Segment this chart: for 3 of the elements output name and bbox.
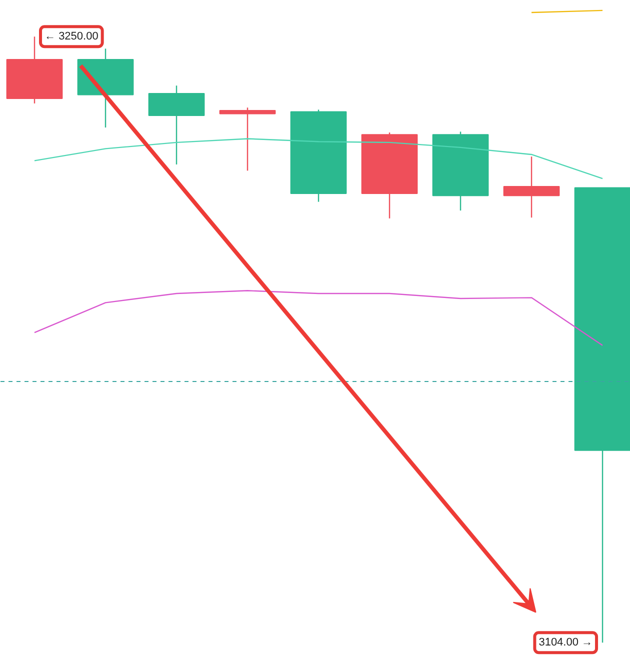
candlestick xyxy=(219,106,276,172)
annotation: 3104.00 → xyxy=(538,636,593,649)
annotation: ← 3250.00 xyxy=(44,30,98,43)
